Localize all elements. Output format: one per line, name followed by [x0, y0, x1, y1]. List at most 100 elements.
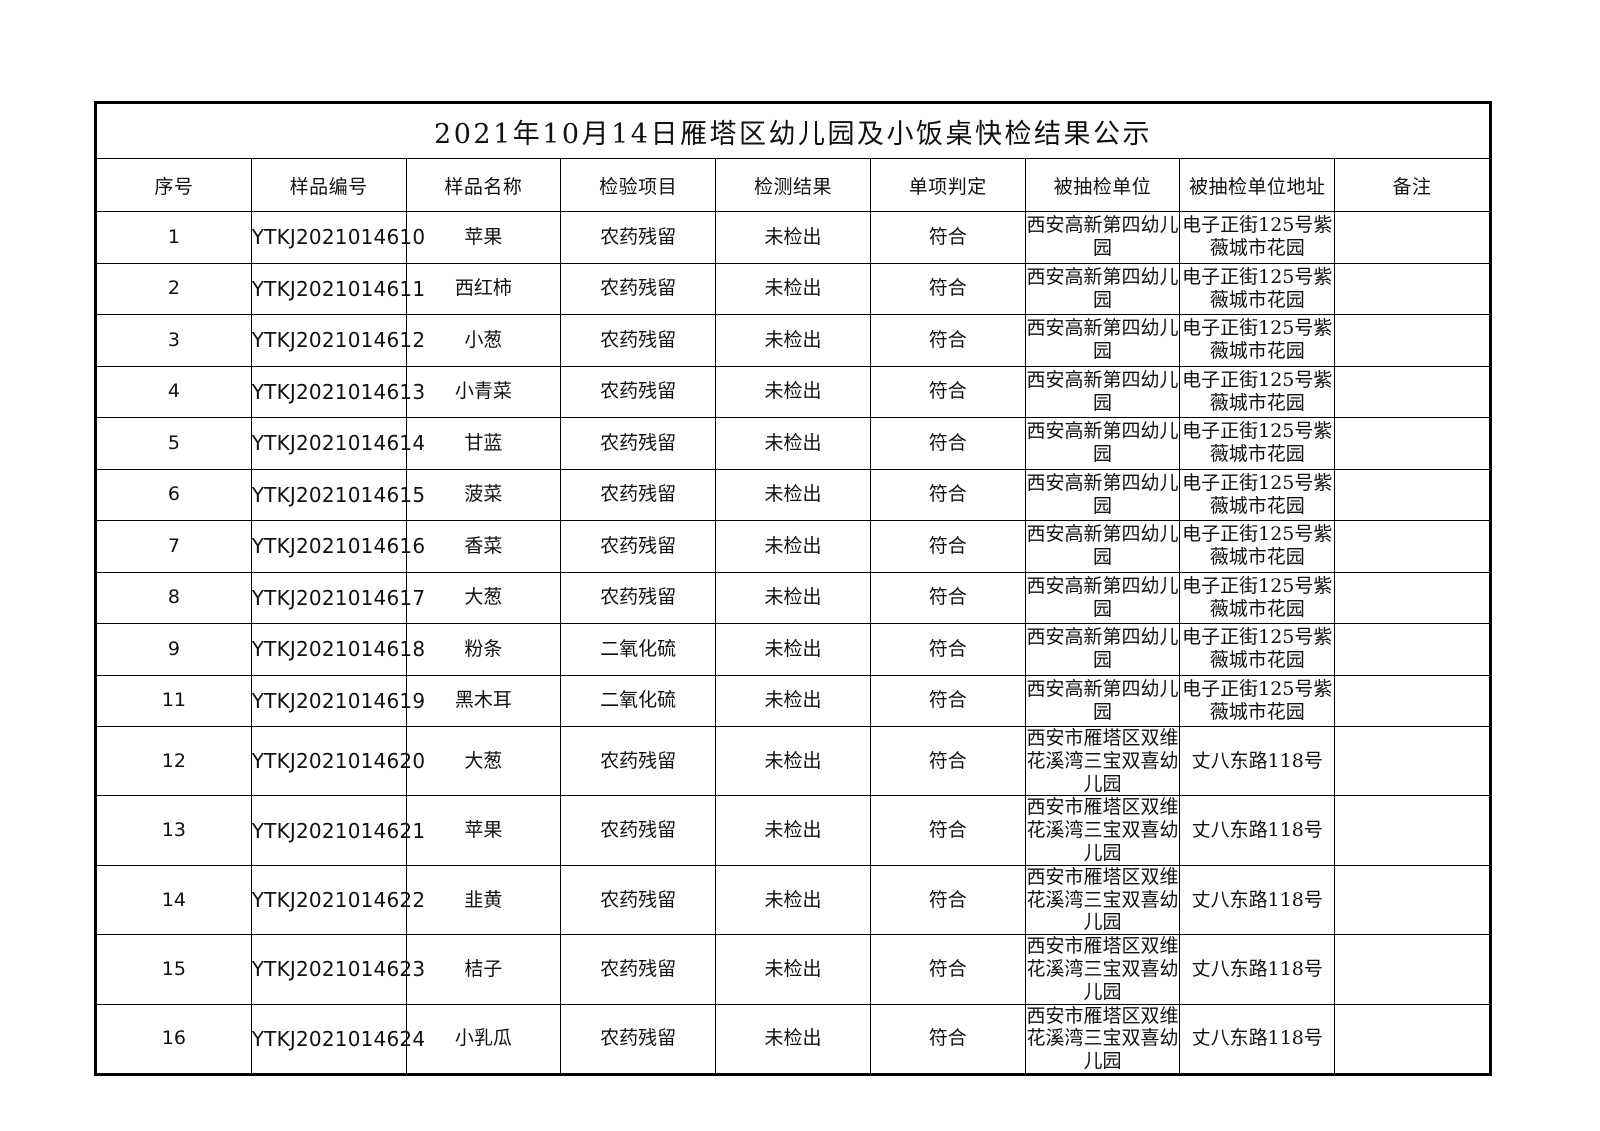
cell-test-result: 未检出 — [715, 674, 871, 727]
cell-sample-name: 甘蓝 — [405, 417, 562, 470]
cell-unit-address-text: 电子正街125号紫薇城市花园 — [1182, 265, 1333, 311]
cell-unit-address: 电子正街125号紫薇城市花园 — [1179, 262, 1336, 315]
cell-test-result: 未检出 — [715, 1003, 871, 1074]
cell-judgement-text: 符合 — [928, 431, 967, 454]
cell-judgement: 符合 — [869, 468, 1026, 521]
table-title-row: 2021年10月14日雁塔区幼儿园及小饭桌快检结果公示 — [96, 103, 1490, 159]
cell-sample-code-text: YTKJ2021014614 — [251, 431, 426, 456]
cell-index: 1 — [96, 211, 252, 264]
cell-sample-name: 小青菜 — [405, 365, 562, 418]
table-row: 8 YTKJ2021014617 大葱 农药残留 未检出 符合 西安高新第四幼儿园 电子正街1… — [96, 571, 1490, 624]
cell-sample-name: 苹果 — [405, 795, 562, 866]
cell-test-result: 未检出 — [715, 365, 871, 418]
cell-sample-name-text: 甘蓝 — [464, 431, 503, 454]
cell-test-item-text: 农药残留 — [600, 277, 677, 300]
cell-test-item: 农药残留 — [560, 520, 717, 573]
cell-index: 8 — [96, 571, 252, 624]
cell-test-result-text: 未检出 — [764, 431, 822, 454]
cell-unit: 西安市雁塔区双维花溪湾三宝双喜幼儿园 — [1024, 934, 1181, 1005]
cell-test-result: 未检出 — [715, 520, 871, 573]
cell-index: 3 — [96, 314, 252, 367]
cell-sample-code: YTKJ2021014611 — [250, 262, 426, 315]
cell-test-item-text: 农药残留 — [600, 534, 677, 557]
cell-note — [1334, 571, 1490, 624]
cell-test-item: 农药残留 — [560, 795, 717, 866]
cell-test-item-text: 农药残留 — [600, 888, 677, 911]
cell-test-item-text: 农药残留 — [600, 328, 677, 351]
cell-index: 15 — [96, 934, 252, 1005]
cell-sample-code: YTKJ2021014615 — [250, 468, 425, 521]
cell-test-item: 农药残留 — [560, 211, 717, 264]
cell-unit-address-text: 电子正街125号紫薇城市花园 — [1182, 317, 1333, 363]
cell-judgement-text: 符合 — [928, 819, 967, 842]
table-row: 16 YTKJ2021014624 小乳瓜 农药残留 未检出 符合 西安市雁塔区双维花溪湾三… — [96, 1003, 1490, 1074]
cell-sample-code-text: YTKJ2021014618 — [251, 637, 426, 662]
cell-note — [1334, 934, 1490, 1005]
cell-sample-name: 西红柿 — [405, 262, 562, 315]
table-row: 7 YTKJ2021014616 香菜 农药残留 未检出 符合 西安高新第四幼儿园 电子正街1… — [96, 520, 1490, 573]
cell-unit-address: 电子正街125号紫薇城市花园 — [1179, 674, 1336, 727]
cell-test-item: 农药残留 — [560, 314, 717, 367]
cell-index-text: 12 — [161, 749, 186, 772]
cell-sample-code-text: YTKJ2021014613 — [251, 379, 426, 404]
table-row: 11 YTKJ2021014619 黑木耳 二氧化硫 未检出 符合 西安高新第四幼儿园 电子正… — [96, 674, 1490, 727]
cell-test-item-text: 二氧化硫 — [600, 637, 677, 660]
cell-test-item-text: 农药残留 — [600, 380, 677, 403]
cell-sample-name: 香菜 — [405, 520, 562, 573]
cell-test-result: 未检出 — [715, 864, 871, 936]
cell-index-text: 8 — [167, 586, 180, 609]
cell-judgement-text: 符合 — [928, 689, 967, 712]
cell-unit-address: 电子正街125号紫薇城市花园 — [1179, 314, 1336, 367]
cell-note — [1334, 417, 1490, 470]
cell-sample-name-text: 小青菜 — [454, 380, 512, 403]
cell-unit-address: 丈八东路118号 — [1179, 1003, 1336, 1074]
cell-index-text: 6 — [167, 483, 180, 506]
cell-index-text: 4 — [167, 380, 180, 403]
cell-note — [1334, 795, 1490, 866]
cell-judgement: 符合 — [869, 417, 1026, 470]
cell-sample-name-text: 小乳瓜 — [454, 1027, 512, 1050]
cell-judgement: 符合 — [869, 262, 1026, 315]
cell-sample-name-text: 韭黄 — [464, 888, 503, 911]
cell-test-result-text: 未检出 — [764, 888, 822, 911]
cell-test-item-text: 农药残留 — [600, 225, 677, 248]
cell-unit-address: 电子正街125号紫薇城市花园 — [1179, 365, 1336, 418]
cell-unit-text: 西安市雁塔区双维花溪湾三宝双喜幼儿园 — [1026, 727, 1179, 795]
cell-unit: 西安高新第四幼儿园 — [1024, 468, 1181, 521]
cell-unit-address: 电子正街125号紫薇城市花园 — [1179, 623, 1336, 676]
inspection-results-table: 2021年10月14日雁塔区幼儿园及小饭桌快检结果公示 序号 样品编号 样品名称… — [94, 101, 1492, 1076]
cell-index: 16 — [96, 1003, 252, 1074]
cell-note — [1334, 262, 1490, 315]
cell-judgement: 符合 — [869, 795, 1026, 866]
cell-unit-address: 电子正街125号紫薇城市花园 — [1179, 417, 1336, 470]
cell-index: 13 — [96, 795, 252, 866]
cell-unit-address-text: 电子正街125号紫薇城市花园 — [1182, 471, 1333, 517]
cell-judgement: 符合 — [869, 623, 1026, 676]
cell-judgement: 符合 — [869, 674, 1026, 727]
cell-index-text: 16 — [161, 1027, 186, 1050]
cell-test-item: 农药残留 — [560, 468, 717, 521]
cell-test-item-text: 二氧化硫 — [600, 689, 677, 712]
cell-test-result: 未检出 — [715, 795, 871, 866]
cell-note — [1334, 725, 1490, 797]
cell-unit: 西安市雁塔区双维花溪湾三宝双喜幼儿园 — [1024, 725, 1181, 797]
cell-sample-code: YTKJ2021014618 — [250, 623, 426, 676]
cell-test-result-text: 未检出 — [764, 380, 822, 403]
cell-test-result-text: 未检出 — [764, 819, 822, 842]
cell-index-text: 9 — [167, 637, 180, 660]
cell-sample-code-text: YTKJ2021014617 — [251, 585, 426, 610]
cell-judgement-text: 符合 — [928, 328, 967, 351]
cell-test-item: 农药残留 — [560, 725, 717, 797]
cell-test-result: 未检出 — [715, 934, 871, 1005]
cell-test-result: 未检出 — [715, 262, 871, 315]
cell-sample-code-text: YTKJ2021014611 — [251, 276, 426, 301]
page-title: 2021年10月14日雁塔区幼儿园及小饭桌快检结果公示 — [96, 103, 1490, 159]
cell-index: 9 — [96, 623, 252, 676]
cell-judgement-text: 符合 — [928, 483, 967, 506]
column-header-sample-name: 样品名称 — [405, 158, 562, 212]
cell-unit: 西安高新第四幼儿园 — [1024, 314, 1181, 367]
cell-sample-code-text: YTKJ2021014619 — [251, 688, 426, 713]
cell-index-text: 14 — [161, 888, 186, 911]
cell-sample-name: 粉条 — [405, 623, 562, 676]
cell-sample-code: YTKJ2021014616 — [250, 520, 425, 573]
